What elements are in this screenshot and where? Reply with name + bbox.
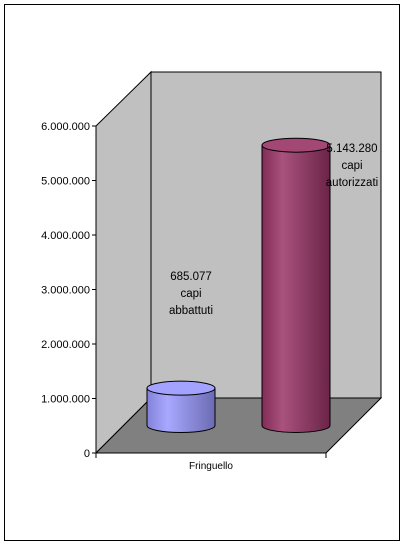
y-tick-label: 4.000.000 bbox=[41, 230, 90, 242]
data-label: 685.077 capi abbattuti bbox=[169, 271, 213, 317]
y-tick-label: 3.000.000 bbox=[41, 285, 90, 297]
bar-top bbox=[261, 137, 331, 153]
bar-body bbox=[146, 387, 216, 433]
chart-side-wall bbox=[95, 70, 152, 455]
y-tick-label: 2.000.000 bbox=[41, 339, 90, 351]
bar-body bbox=[261, 144, 331, 433]
data-label: 5.143.280 capi autorizzati bbox=[326, 143, 378, 189]
bar-1 bbox=[261, 137, 331, 433]
y-tick-label: 1.000.000 bbox=[41, 394, 90, 406]
x-category-label: Fringuello bbox=[189, 461, 233, 472]
bar-0 bbox=[146, 380, 216, 433]
y-tick-label: 5.000.000 bbox=[41, 176, 90, 188]
y-tick-label: 6.000.000 bbox=[41, 121, 90, 133]
bar-top bbox=[146, 380, 216, 396]
y-tick-label: 0 bbox=[84, 448, 90, 460]
